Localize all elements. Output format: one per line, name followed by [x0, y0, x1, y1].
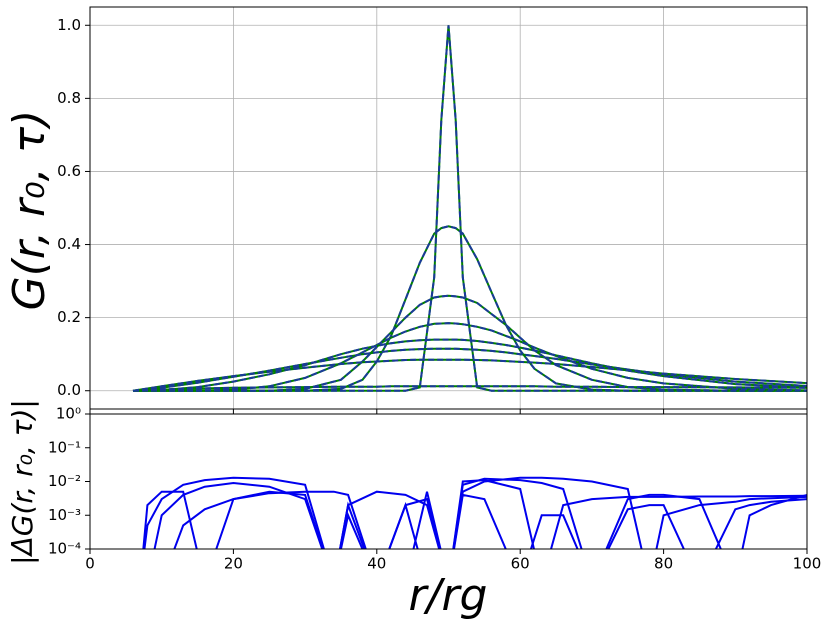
data-line — [133, 225, 807, 392]
data-line — [143, 476, 807, 549]
data-line — [133, 294, 807, 392]
x-tick-label: 60 — [511, 555, 530, 573]
y-tick-label: 0.0 — [57, 381, 81, 399]
data-line — [132, 347, 807, 392]
reference-line — [132, 338, 807, 392]
y-tick-label: 0.6 — [57, 162, 81, 180]
x-tick-label: 80 — [654, 555, 673, 573]
data-line — [132, 385, 807, 392]
y-tick-label: 0.2 — [57, 308, 81, 326]
x-tick-label: 100 — [793, 555, 822, 573]
y-tick-label: 10⁰ — [56, 405, 81, 423]
y-tick-label: 10⁻⁴ — [48, 540, 81, 558]
y-tick-label: 10⁻² — [48, 472, 81, 490]
x-tick-label: 0 — [85, 555, 95, 573]
axes-frame — [89, 6, 808, 410]
data-line — [173, 490, 807, 549]
y-tick-label: 1.0 — [57, 16, 81, 34]
reference-line — [133, 225, 807, 392]
data-line — [153, 479, 807, 549]
y-tick-label: 0.4 — [57, 235, 81, 253]
y-tick-label: 10⁻³ — [48, 506, 81, 524]
y-axis-label: G(r, r₀, τ) — [4, 110, 55, 311]
reference-line — [132, 347, 807, 392]
data-line — [132, 338, 807, 392]
data-line — [132, 358, 807, 392]
y-axis-label: |ΔG(r, r₀, τ)| — [6, 399, 39, 565]
reference-line — [133, 25, 807, 392]
x-tick-label: 20 — [224, 555, 243, 573]
x-tick-label: 40 — [367, 555, 386, 573]
plot-area — [132, 25, 807, 392]
axes-frame — [89, 413, 808, 550]
y-tick-label: 0.8 — [57, 89, 81, 107]
plot-area — [142, 476, 807, 549]
x-axis-label: r/rg — [409, 570, 488, 621]
y-tick-label: 10⁻¹ — [48, 438, 81, 456]
